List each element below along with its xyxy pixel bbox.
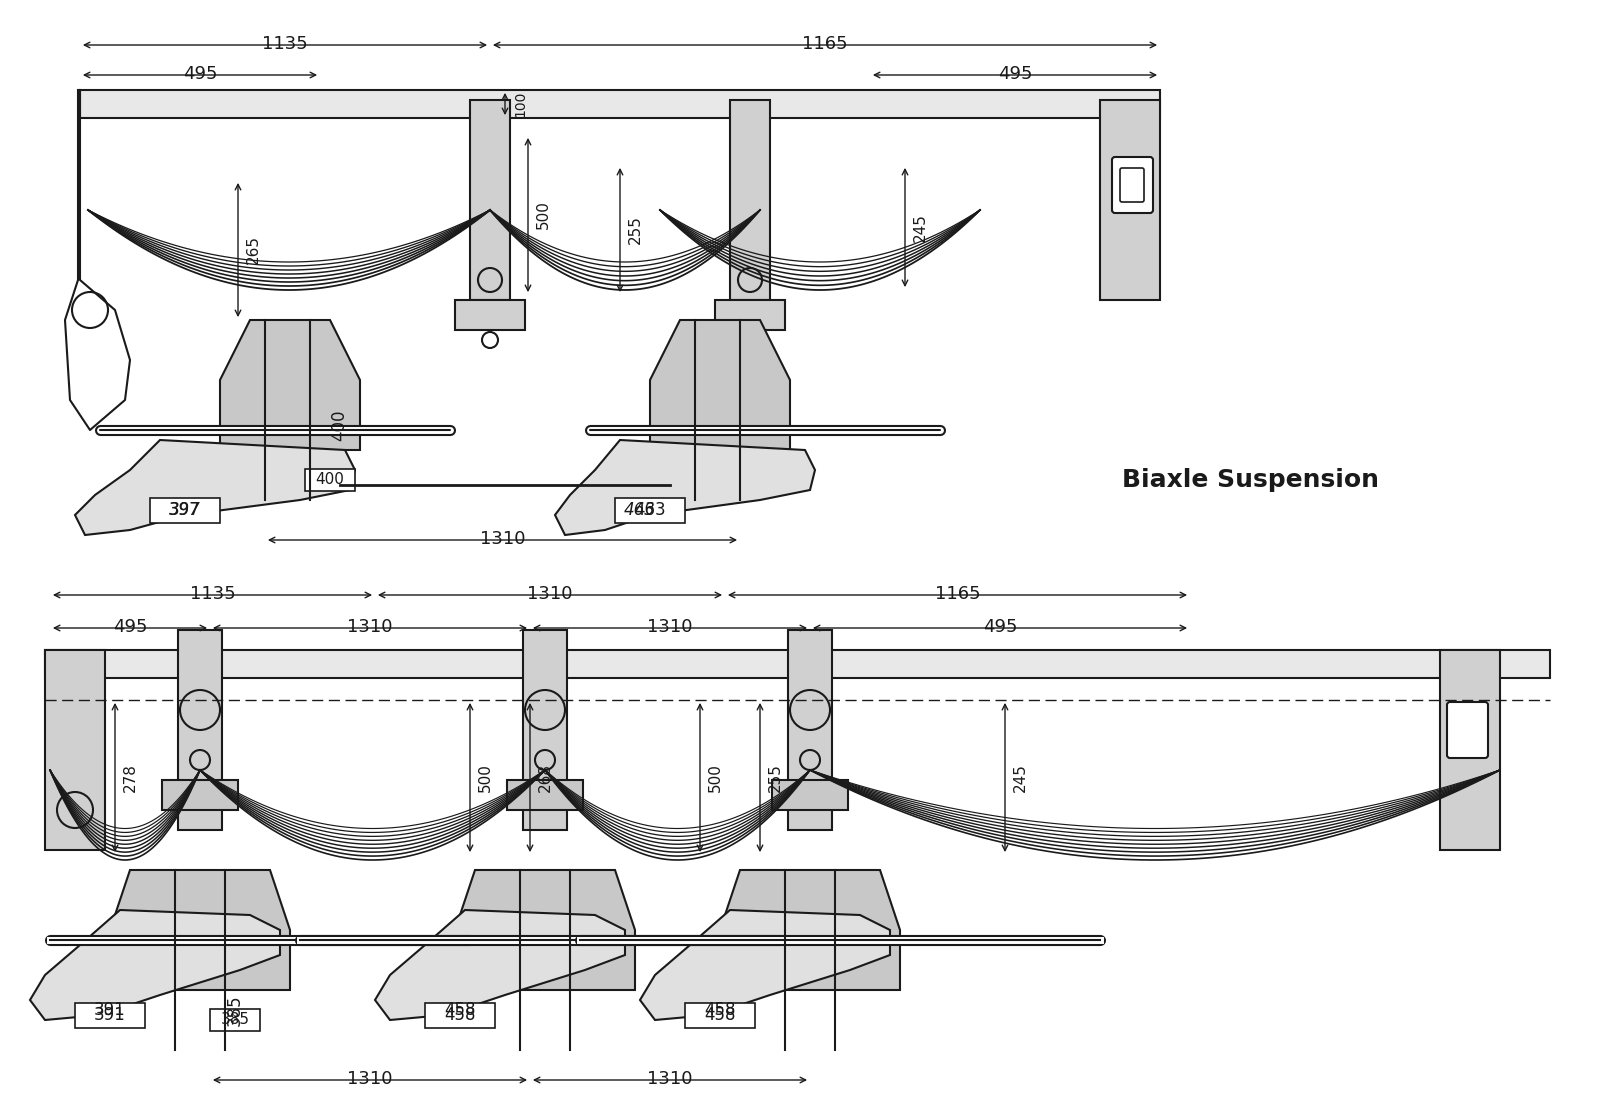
- Text: 397: 397: [170, 501, 202, 519]
- Text: 1310: 1310: [528, 585, 573, 603]
- Polygon shape: [454, 870, 635, 990]
- Text: 495: 495: [982, 618, 1018, 636]
- Bar: [454, 300, 525, 330]
- Text: 400: 400: [330, 409, 349, 441]
- Polygon shape: [650, 320, 790, 450]
- Bar: [210, 1009, 259, 1032]
- Polygon shape: [221, 320, 360, 450]
- Text: 500: 500: [707, 763, 723, 792]
- Text: 458: 458: [445, 1001, 475, 1019]
- Text: 397: 397: [170, 501, 202, 519]
- Bar: [771, 780, 848, 810]
- Text: 495: 495: [112, 618, 147, 636]
- Text: 495: 495: [182, 65, 218, 83]
- Bar: [162, 780, 238, 810]
- Bar: [1440, 650, 1501, 850]
- Bar: [614, 497, 685, 523]
- Text: 1165: 1165: [802, 35, 848, 53]
- Text: 458: 458: [704, 1006, 736, 1024]
- FancyBboxPatch shape: [1446, 702, 1488, 758]
- Text: 1135: 1135: [262, 35, 307, 53]
- Text: 100: 100: [514, 91, 526, 118]
- Text: 1310: 1310: [648, 1070, 693, 1088]
- Text: 1310: 1310: [648, 618, 693, 636]
- Text: 255: 255: [768, 763, 782, 792]
- Bar: [75, 1002, 146, 1027]
- Text: 500: 500: [536, 200, 550, 230]
- Polygon shape: [30, 909, 280, 1020]
- Text: 463: 463: [624, 501, 656, 519]
- Text: 1135: 1135: [190, 585, 235, 603]
- Text: 458: 458: [704, 1001, 736, 1019]
- Text: 495: 495: [998, 65, 1032, 83]
- Text: 458: 458: [445, 1006, 475, 1024]
- Text: 255: 255: [627, 215, 643, 244]
- Text: 278: 278: [123, 763, 138, 792]
- Text: 391: 391: [94, 1001, 126, 1019]
- Text: 500: 500: [478, 763, 493, 792]
- Bar: [426, 1002, 494, 1027]
- Polygon shape: [640, 909, 890, 1020]
- Bar: [178, 629, 222, 830]
- Bar: [523, 629, 566, 830]
- Text: 1310: 1310: [347, 618, 392, 636]
- Text: 385: 385: [221, 1012, 250, 1027]
- Text: 1165: 1165: [934, 585, 981, 603]
- Text: Biaxle Suspension: Biaxle Suspension: [1122, 468, 1379, 492]
- Text: 400: 400: [315, 473, 344, 487]
- Text: 1310: 1310: [480, 530, 525, 548]
- Polygon shape: [555, 440, 814, 535]
- Bar: [685, 1002, 755, 1027]
- Bar: [45, 650, 106, 850]
- Bar: [80, 90, 1160, 118]
- Bar: [715, 300, 786, 330]
- Text: 391: 391: [94, 1006, 126, 1024]
- Polygon shape: [374, 909, 626, 1020]
- Text: 385: 385: [226, 995, 243, 1026]
- Text: 463: 463: [634, 501, 666, 519]
- Polygon shape: [110, 870, 290, 990]
- Bar: [730, 100, 770, 300]
- Text: 265: 265: [246, 235, 261, 264]
- Bar: [1101, 100, 1160, 300]
- Bar: [45, 650, 1550, 678]
- Polygon shape: [75, 440, 355, 535]
- Bar: [150, 497, 221, 523]
- Polygon shape: [720, 870, 899, 990]
- Bar: [470, 100, 510, 300]
- Text: 245: 245: [914, 213, 928, 242]
- Bar: [787, 629, 832, 830]
- Text: 268: 268: [538, 763, 554, 792]
- FancyBboxPatch shape: [1112, 157, 1154, 213]
- Text: 1310: 1310: [347, 1070, 392, 1088]
- Bar: [507, 780, 582, 810]
- Text: 245: 245: [1013, 763, 1027, 792]
- FancyBboxPatch shape: [1120, 168, 1144, 202]
- Bar: [306, 469, 355, 491]
